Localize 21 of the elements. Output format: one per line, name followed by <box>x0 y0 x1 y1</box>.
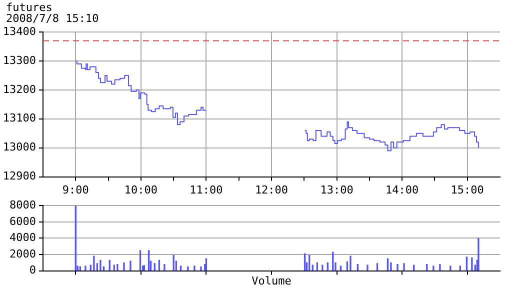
x-tick-label: 9:00 <box>62 183 89 196</box>
y-tick-label: 13000 <box>2 140 36 154</box>
x-tick-label: 11:00 <box>190 183 223 196</box>
y-tick-label: 13300 <box>2 54 36 67</box>
y-tick-label: 6000 <box>10 214 36 228</box>
x-axis-title: Volume <box>252 274 292 288</box>
y-tick-label: 4000 <box>10 231 36 244</box>
x-tick-label: 15:00 <box>450 183 484 196</box>
x-tick-label: 13:00 <box>320 183 354 196</box>
y-tick-label: 13200 <box>2 82 36 96</box>
chart-title: futures <box>6 1 52 14</box>
x-tick-label: 14:00 <box>386 183 419 196</box>
y-tick-label: 8000 <box>10 198 36 212</box>
y-tick-label: 12900 <box>2 170 36 183</box>
y-tick-label: 2000 <box>10 247 36 260</box>
y-tick-label: 13400 <box>2 24 36 38</box>
x-tick-label: 10:00 <box>124 183 158 196</box>
y-tick-label: 13100 <box>2 112 36 125</box>
y-tick-label: 0 <box>29 264 36 277</box>
x-tick-label: 12:00 <box>254 183 288 196</box>
chart-subtitle: 2008/7/8 15:10 <box>6 12 99 25</box>
